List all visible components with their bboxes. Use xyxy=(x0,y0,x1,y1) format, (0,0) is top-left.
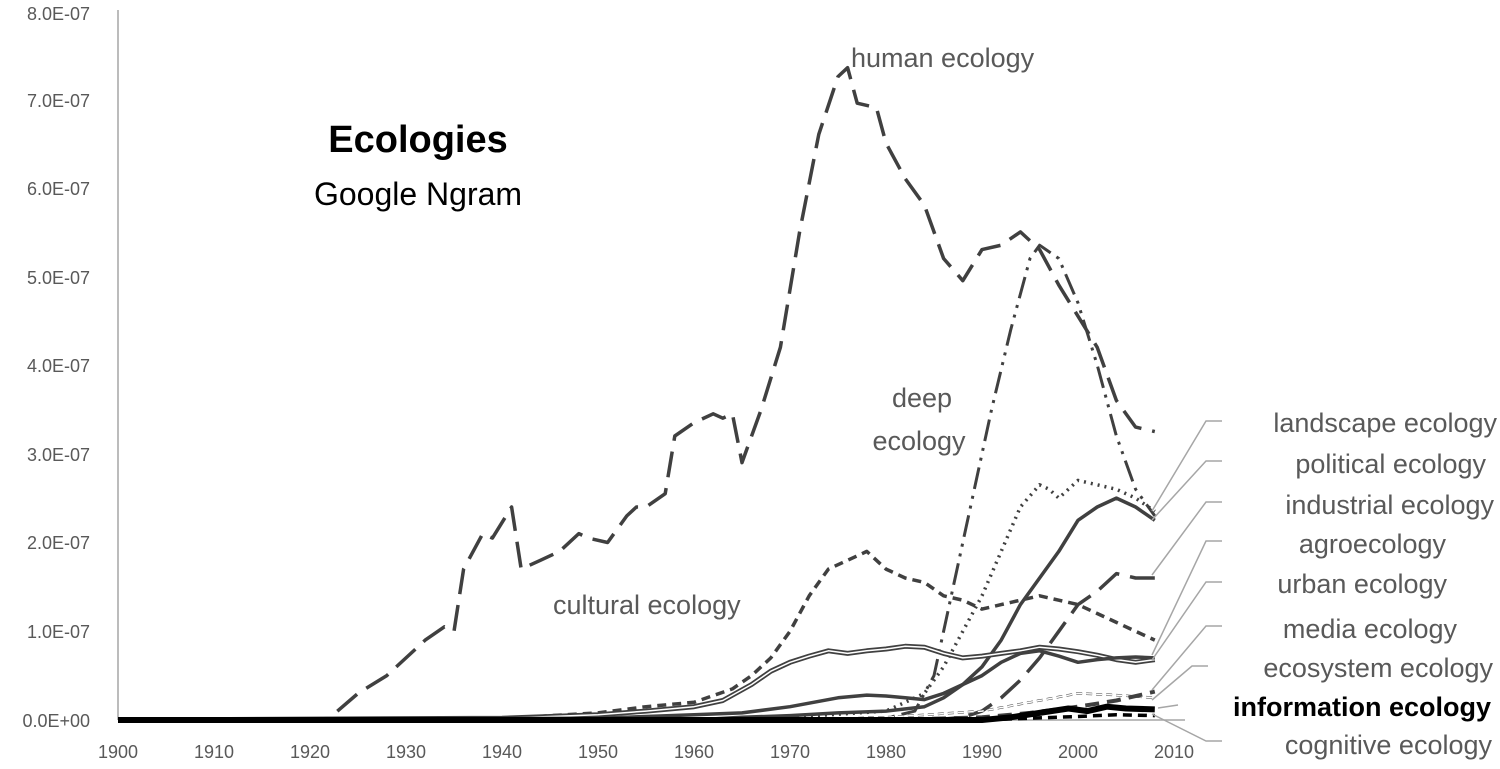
series-line-human-ecology xyxy=(118,65,1156,722)
series-layer xyxy=(117,65,1157,723)
label-human-ecology: human ecology xyxy=(851,43,1035,73)
chart-subtitle: Google Ngram xyxy=(314,176,522,212)
x-tick-label: 2010 xyxy=(1154,742,1194,762)
label-leader-lines xyxy=(1151,420,1222,742)
leader-line xyxy=(1151,501,1222,576)
label-deep-ecology-line1: deep xyxy=(892,383,952,413)
y-tick-label: 0.0E+00 xyxy=(22,711,90,731)
y-tick-label: 4.0E-07 xyxy=(27,356,90,376)
y-tick-label: 8.0E-07 xyxy=(27,4,90,24)
series-line-inner-agroecology xyxy=(117,645,1155,721)
series-line-inner-media-ecology xyxy=(118,692,1155,721)
y-tick-label: 7.0E-07 xyxy=(27,91,90,111)
leader-line xyxy=(1151,625,1222,691)
x-tick-label: 1930 xyxy=(386,742,426,762)
leader-line xyxy=(1151,540,1222,656)
leader-line xyxy=(1157,704,1179,709)
label-agroecology: agroecology xyxy=(1299,529,1447,559)
label-industrial-ecology: industrial ecology xyxy=(1285,490,1494,520)
series-line-cultural-ecology xyxy=(118,549,1156,722)
leader-line xyxy=(1151,460,1222,521)
y-axis-ticks: 0.0E+00 1.0E-07 2.0E-07 3.0E-07 4.0E-07 … xyxy=(22,4,90,731)
series-line-cognitive-ecology xyxy=(118,712,1155,722)
x-tick-label: 2000 xyxy=(1058,742,1098,762)
leader-line xyxy=(1151,420,1222,512)
y-tick-label: 1.0E-07 xyxy=(27,622,90,642)
chart-title: Ecologies xyxy=(328,119,508,161)
y-tick-label: 6.0E-07 xyxy=(27,179,90,199)
x-tick-label: 1960 xyxy=(674,742,714,762)
series-line-political-ecology xyxy=(118,496,1156,722)
label-deep-ecology-line2: ecology xyxy=(872,426,966,456)
leader-line xyxy=(1151,665,1208,701)
label-ecosystem-ecology: ecosystem ecology xyxy=(1263,653,1493,683)
x-tick-label: 1990 xyxy=(962,742,1002,762)
x-tick-label: 1950 xyxy=(578,742,618,762)
leader-line xyxy=(1151,713,1222,742)
label-landscape-ecology: landscape ecology xyxy=(1273,408,1497,438)
series-line-industrial-ecology xyxy=(118,571,1155,722)
label-urban-ecology: urban ecology xyxy=(1277,569,1447,599)
series-line-deep-ecology xyxy=(118,243,1157,722)
x-tick-label: 1900 xyxy=(98,742,138,762)
series-labels: Ecologies Google Ngram human ecology dee… xyxy=(314,43,1498,760)
label-information-ecology: information ecology xyxy=(1233,692,1491,722)
x-axis-ticks: 1900 1910 1920 1930 1940 1950 1960 1970 … xyxy=(98,742,1194,762)
y-tick-label: 3.0E-07 xyxy=(27,445,90,465)
label-media-ecology: media ecology xyxy=(1283,614,1458,644)
x-tick-label: 1970 xyxy=(770,742,810,762)
x-tick-label: 1920 xyxy=(290,742,330,762)
x-tick-label: 1910 xyxy=(194,742,234,762)
series-line-urban-ecology xyxy=(117,649,1155,722)
y-tick-label: 5.0E-07 xyxy=(27,268,90,288)
label-cultural-ecology: cultural ecology xyxy=(553,590,741,620)
leader-line xyxy=(1151,581,1222,661)
x-tick-label: 1980 xyxy=(866,742,906,762)
label-political-ecology: political ecology xyxy=(1295,449,1486,479)
x-tick-label: 1940 xyxy=(482,742,522,762)
y-tick-label: 2.0E-07 xyxy=(27,533,90,553)
label-cognitive-ecology: cognitive ecology xyxy=(1285,730,1493,760)
